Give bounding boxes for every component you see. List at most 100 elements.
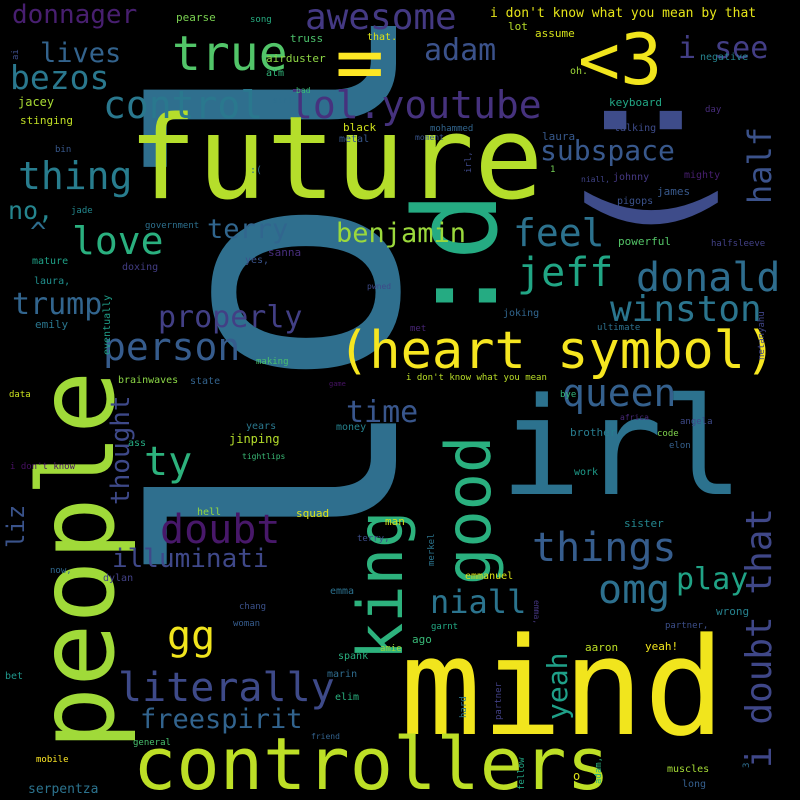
word: queen [562, 371, 677, 415]
word: elon [669, 441, 691, 451]
word: lot [508, 20, 528, 33]
word: :d [390, 191, 524, 330]
word: wrong [716, 605, 750, 618]
word: i don't know what you mean [406, 373, 547, 383]
word: donald [636, 255, 781, 301]
word: money [336, 422, 367, 433]
word: mohammed [430, 124, 474, 134]
word: winston [610, 289, 762, 330]
word: yeah! [645, 640, 679, 653]
word: pearse [176, 11, 216, 24]
word: black [343, 121, 377, 134]
word: tightlips [242, 452, 286, 461]
word: brother [570, 426, 617, 439]
word: i don't know what you mean by that [490, 6, 757, 21]
word: song [250, 15, 272, 25]
word: literally [118, 665, 335, 711]
word: doubt [160, 507, 281, 553]
word: truss [290, 32, 324, 45]
word: thing [18, 154, 133, 198]
word: partner [494, 682, 504, 720]
word: man [385, 515, 405, 528]
word: o [573, 769, 581, 783]
word: subspace [540, 134, 675, 167]
word: woman [233, 619, 261, 629]
word: mind [400, 609, 726, 766]
word: liz [2, 504, 30, 548]
word: ass [128, 438, 147, 449]
word: emma [330, 586, 355, 597]
word: dylan [103, 573, 134, 584]
word: future [128, 92, 544, 226]
word: spank [338, 651, 369, 662]
word: awesome [305, 0, 457, 38]
word: muscles [667, 764, 710, 775]
word: ago [412, 633, 432, 646]
word: benjamin [336, 218, 467, 249]
word: fellow [517, 757, 527, 790]
word: aaron [585, 641, 619, 654]
word: bye [560, 390, 577, 400]
word: play [676, 562, 749, 597]
word: data [9, 390, 31, 400]
word: good [432, 435, 505, 585]
word: jeff [517, 250, 614, 296]
word: emmanuel [465, 571, 514, 582]
word: terry [207, 214, 289, 245]
word: now, [50, 566, 72, 576]
word: illuminati [112, 544, 269, 574]
word: pwned [367, 282, 392, 291]
word: ultimate [597, 323, 641, 333]
word: stinging [20, 114, 73, 127]
word: marin [327, 669, 358, 680]
word: keyboard [609, 96, 662, 109]
word: jade [71, 206, 93, 216]
word: lol.youtube [290, 83, 542, 127]
word: johnny [613, 172, 650, 183]
word: adam, [594, 756, 604, 784]
word: game [329, 380, 346, 388]
word: serpentza [28, 782, 99, 797]
word: mobile [36, 755, 69, 765]
word: laura [542, 130, 576, 143]
word: merkel [427, 533, 437, 566]
word: time [346, 395, 419, 430]
word: mighty [684, 170, 721, 181]
word: negative [700, 52, 749, 63]
word: ty [144, 439, 193, 485]
word: day [705, 105, 722, 115]
word: irl [500, 369, 744, 526]
word: garnt [431, 622, 459, 632]
word: doxing [122, 262, 159, 273]
word: gg [167, 613, 216, 659]
word: mature [32, 256, 69, 267]
word: pigops [617, 196, 654, 207]
word: i don't know [10, 462, 76, 472]
word: atm [266, 68, 285, 79]
word: chang [239, 602, 267, 612]
word: squad [296, 507, 330, 520]
word: hell [197, 507, 222, 518]
word: angela [680, 417, 713, 427]
word: talking [614, 123, 657, 134]
word: halfsleeve [711, 239, 766, 249]
word: airduster [266, 52, 326, 65]
word: friend [311, 732, 340, 741]
word: sir! [273, 96, 293, 105]
word: years [246, 421, 277, 432]
word: bezos [10, 58, 110, 97]
word: met [410, 324, 427, 334]
word: jacey [18, 95, 55, 109]
word: partner, [665, 621, 709, 631]
word: sister [624, 517, 664, 530]
word: control [103, 83, 264, 127]
word: powerful [618, 235, 671, 248]
word: yeah [541, 652, 574, 720]
word: (heart symbol) [338, 321, 777, 381]
word: long [682, 779, 707, 790]
word: niall [430, 583, 527, 621]
word: jinping [229, 432, 280, 446]
word: joking [503, 308, 540, 319]
word: ai [11, 49, 21, 60]
